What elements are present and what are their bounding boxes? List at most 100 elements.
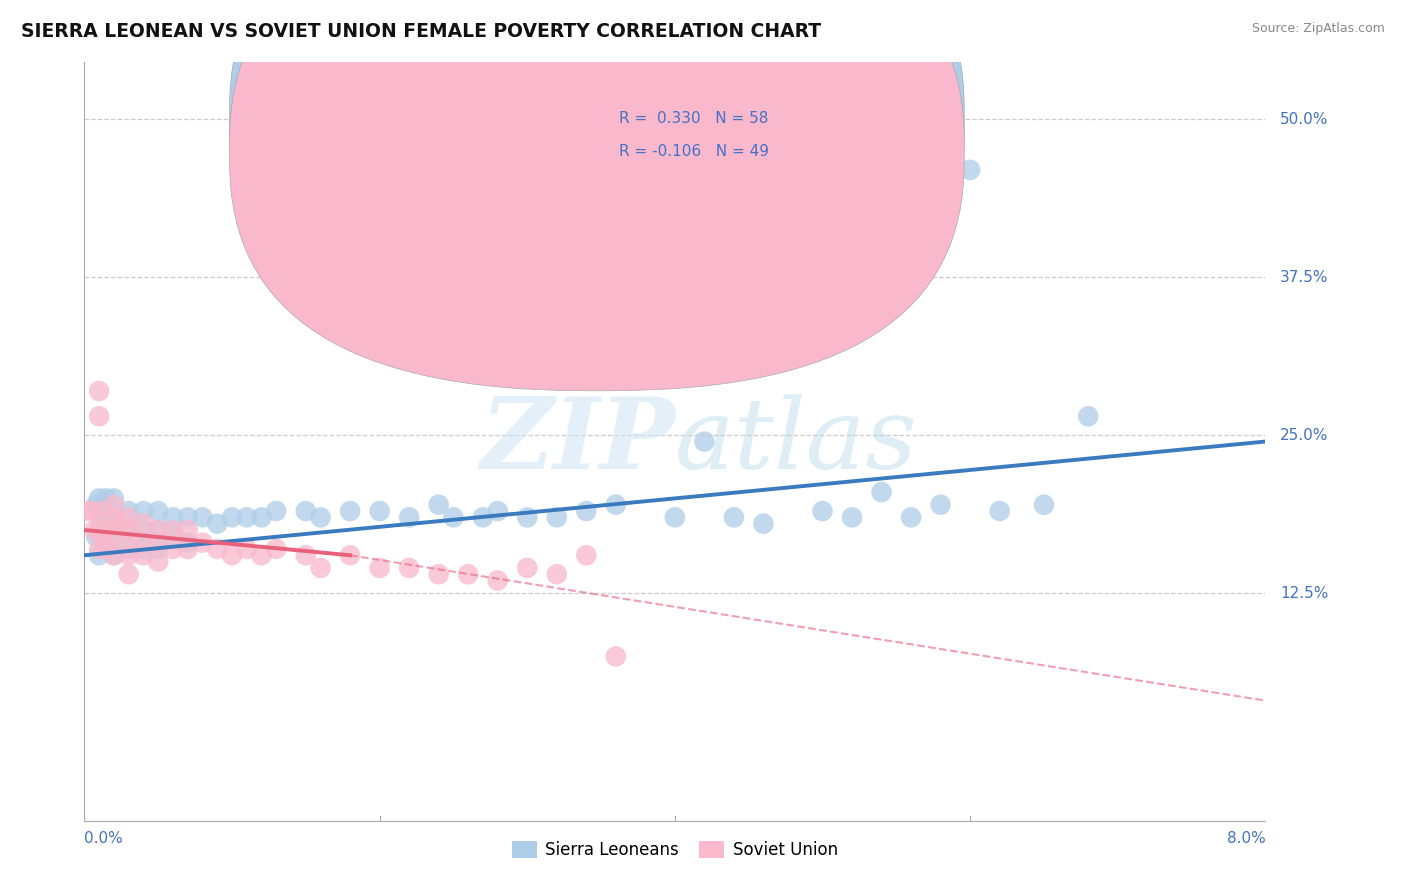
Point xyxy=(486,504,509,518)
Point xyxy=(235,510,259,524)
Point xyxy=(103,510,125,524)
Point xyxy=(103,510,125,524)
Point xyxy=(118,548,141,563)
Point xyxy=(77,504,100,518)
Point xyxy=(664,510,686,524)
Point xyxy=(457,567,479,582)
Point xyxy=(103,548,125,563)
Point xyxy=(91,504,114,518)
Point xyxy=(87,491,111,506)
Point xyxy=(295,548,318,563)
Point xyxy=(118,523,141,537)
Point xyxy=(148,555,170,569)
Point xyxy=(575,548,598,563)
Point xyxy=(87,548,111,563)
Point xyxy=(103,548,125,563)
Point xyxy=(91,529,114,543)
Point xyxy=(132,541,155,556)
Point xyxy=(207,541,229,556)
Point xyxy=(693,434,716,449)
Point xyxy=(162,529,184,543)
Point xyxy=(1033,498,1056,512)
Point xyxy=(177,510,200,524)
Point xyxy=(221,548,243,563)
Point xyxy=(162,523,184,537)
Point xyxy=(264,541,288,556)
Point xyxy=(398,561,420,575)
Point xyxy=(84,498,107,512)
Point xyxy=(118,535,141,549)
Point xyxy=(132,523,155,537)
Point xyxy=(516,561,538,575)
Point xyxy=(368,504,391,518)
Text: atlas: atlas xyxy=(675,394,918,489)
FancyBboxPatch shape xyxy=(229,0,965,358)
Text: 0.0%: 0.0% xyxy=(84,830,124,846)
Point xyxy=(486,574,509,588)
Point xyxy=(191,510,214,524)
Text: 50.0%: 50.0% xyxy=(1281,112,1329,127)
Point xyxy=(723,510,745,524)
Point xyxy=(132,516,155,531)
Point xyxy=(309,561,332,575)
Point xyxy=(132,548,155,563)
Point xyxy=(87,541,111,556)
Point xyxy=(118,523,141,537)
Point xyxy=(87,384,111,398)
Point xyxy=(605,498,627,512)
Point xyxy=(162,510,184,524)
Point xyxy=(91,529,114,543)
Point xyxy=(575,504,598,518)
Point xyxy=(250,510,273,524)
Point xyxy=(148,535,170,549)
Text: 8.0%: 8.0% xyxy=(1226,830,1265,846)
FancyBboxPatch shape xyxy=(575,96,863,172)
Text: 25.0%: 25.0% xyxy=(1281,428,1329,442)
Point xyxy=(87,523,111,537)
Point xyxy=(118,567,141,582)
Point xyxy=(443,510,465,524)
Point xyxy=(84,529,107,543)
Point xyxy=(96,516,118,531)
Point xyxy=(207,516,229,531)
Point xyxy=(811,504,834,518)
FancyBboxPatch shape xyxy=(229,0,965,391)
Point xyxy=(118,504,141,518)
Point xyxy=(103,529,125,543)
Point xyxy=(148,541,170,556)
Point xyxy=(148,504,170,518)
Point xyxy=(96,541,118,556)
Point xyxy=(250,548,273,563)
Point xyxy=(427,498,450,512)
Point xyxy=(110,516,132,531)
Point xyxy=(177,535,200,549)
Point xyxy=(841,510,863,524)
Point xyxy=(91,504,114,518)
Point xyxy=(295,504,318,518)
Point xyxy=(103,491,125,506)
Point xyxy=(546,510,568,524)
Point xyxy=(516,510,538,524)
Point xyxy=(96,523,118,537)
Point xyxy=(118,510,141,524)
Point xyxy=(900,510,922,524)
Point xyxy=(398,510,420,524)
Point xyxy=(752,516,775,531)
Text: SIERRA LEONEAN VS SOVIET UNION FEMALE POVERTY CORRELATION CHART: SIERRA LEONEAN VS SOVIET UNION FEMALE PO… xyxy=(21,22,821,41)
Point xyxy=(959,162,981,177)
Point xyxy=(870,485,893,500)
Point xyxy=(339,504,361,518)
Point xyxy=(235,541,259,556)
Point xyxy=(264,504,288,518)
Text: 12.5%: 12.5% xyxy=(1281,586,1329,600)
Point xyxy=(472,510,495,524)
Point xyxy=(191,535,214,549)
Point xyxy=(605,649,627,664)
Point xyxy=(546,567,568,582)
Text: R =  0.330   N = 58: R = 0.330 N = 58 xyxy=(620,111,769,126)
Point xyxy=(988,504,1011,518)
Point xyxy=(80,504,103,518)
Point xyxy=(103,529,125,543)
Point xyxy=(87,523,111,537)
Point xyxy=(177,523,200,537)
